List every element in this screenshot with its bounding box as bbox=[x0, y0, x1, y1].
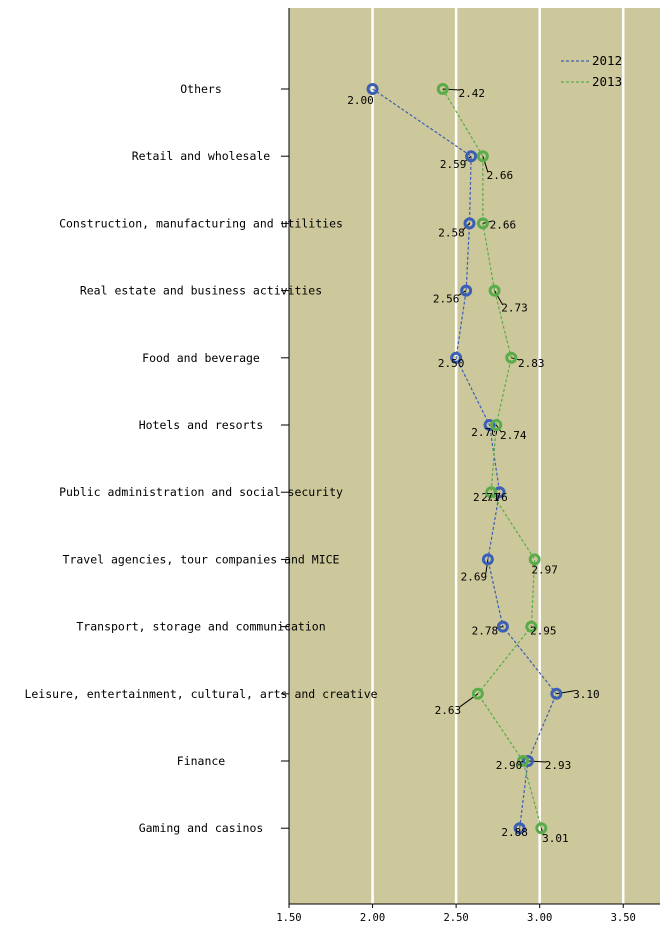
data-label: 2.93 bbox=[545, 759, 572, 772]
data-label: 3.10 bbox=[573, 688, 600, 701]
point-marker bbox=[485, 486, 498, 499]
point-marker bbox=[505, 351, 518, 364]
category-label: Public administration and social securit… bbox=[59, 485, 343, 499]
series-2013: 2.42 2.66 2.66 2.73 2.83 2.74 2.71 2.97 2.95 2.63… bbox=[435, 83, 569, 845]
x-tick-label: 2.50 bbox=[443, 912, 468, 924]
category-label: Food and beverage bbox=[142, 351, 260, 365]
legend-label: 2013 bbox=[592, 74, 622, 89]
point-marker bbox=[488, 284, 501, 297]
leader-line bbox=[494, 290, 503, 305]
data-label: 2.59 bbox=[440, 158, 467, 171]
grid-lines bbox=[371, 8, 625, 904]
leader-line bbox=[520, 760, 524, 763]
data-label: 2.95 bbox=[530, 625, 557, 638]
point-marker bbox=[436, 83, 449, 95]
point-marker bbox=[550, 687, 563, 700]
point-marker bbox=[481, 553, 494, 566]
point-marker bbox=[496, 620, 509, 633]
point-marker bbox=[528, 553, 541, 566]
data-label: 2.71 bbox=[473, 491, 500, 504]
leader-line bbox=[482, 156, 489, 173]
point-marker bbox=[460, 284, 473, 297]
series-group: 2.002.592.582.562.502.702.762.692.783.10… bbox=[347, 83, 600, 845]
point-marker bbox=[476, 150, 489, 163]
x-tick-label: 2.00 bbox=[360, 912, 385, 924]
data-label: 2.66 bbox=[487, 169, 514, 182]
leader-line bbox=[442, 88, 460, 91]
point-marker bbox=[535, 822, 548, 835]
point-marker bbox=[483, 419, 496, 431]
data-label: 2.66 bbox=[490, 218, 517, 231]
point-marker bbox=[521, 755, 534, 767]
x-axis-ticks: 1.50 2.00 2.50 3.00 3.50 bbox=[276, 904, 636, 924]
series-line bbox=[442, 88, 542, 829]
point-marker bbox=[513, 822, 526, 835]
data-label: 2.90 bbox=[496, 759, 523, 772]
category-label: Leisure, entertainment, cultural, arts a… bbox=[24, 687, 377, 701]
data-label: 2.56 bbox=[433, 293, 460, 306]
category-labels: Others Retail and wholesale Construction, … bbox=[24, 82, 377, 835]
data-label: 2.88 bbox=[501, 826, 528, 839]
data-label: 2.69 bbox=[461, 570, 488, 583]
category-label: Transport, storage and communication bbox=[76, 620, 325, 634]
leader-line bbox=[485, 559, 489, 574]
point-marker bbox=[366, 83, 379, 95]
point-marker bbox=[525, 620, 538, 633]
data-label: 2.70 bbox=[471, 426, 498, 439]
data-label: 2.78 bbox=[472, 625, 499, 638]
data-label: 2.63 bbox=[435, 704, 462, 717]
point-marker bbox=[490, 419, 503, 431]
series-2012: 2.002.592.582.562.502.702.762.692.783.10… bbox=[347, 83, 600, 839]
category-label: Retail and wholesale bbox=[132, 149, 271, 163]
data-label: 2.42 bbox=[458, 87, 485, 100]
point-marker bbox=[463, 217, 476, 230]
data-label: 2.74 bbox=[500, 429, 527, 442]
data-label: 2.97 bbox=[531, 563, 558, 576]
category-label: Others bbox=[180, 82, 222, 96]
point-marker bbox=[516, 755, 529, 767]
x-tick-label: 1.50 bbox=[276, 912, 301, 924]
category-label: Hotels and resorts bbox=[139, 418, 264, 432]
series-line bbox=[372, 88, 558, 829]
point-marker bbox=[465, 150, 478, 163]
category-label: Real estate and business activities bbox=[80, 284, 322, 298]
category-label: Construction, manufacturing and utilitie… bbox=[59, 216, 343, 230]
data-label: 3.01 bbox=[542, 832, 569, 845]
x-tick-label: 3.50 bbox=[611, 912, 636, 924]
x-tick-label: 3.00 bbox=[527, 912, 552, 924]
legend: 2012 2013 bbox=[561, 53, 622, 89]
category-label: Finance bbox=[177, 754, 226, 768]
data-label: 2.00 bbox=[347, 94, 374, 107]
legend-label: 2012 bbox=[592, 53, 622, 68]
data-label: 2.58 bbox=[438, 226, 465, 239]
category-label: Gaming and casinos bbox=[139, 821, 264, 835]
data-label: 2.50 bbox=[438, 357, 465, 370]
data-label: 2.83 bbox=[518, 357, 545, 370]
point-marker bbox=[471, 687, 484, 700]
point-marker bbox=[450, 351, 463, 364]
category-label: Travel agencies, tour companies and MICE bbox=[63, 552, 340, 566]
point-marker bbox=[476, 217, 489, 230]
data-label: 2.73 bbox=[501, 302, 528, 315]
